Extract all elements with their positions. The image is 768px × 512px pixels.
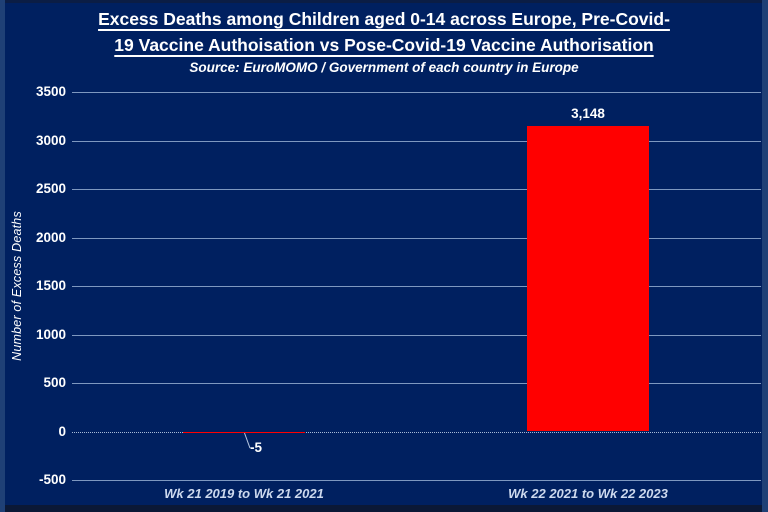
gridline-3000 — [72, 140, 761, 142]
gridline-2500 — [72, 189, 761, 190]
x-category-label-1: Wk 21 2019 to Wk 21 2021 — [164, 486, 324, 501]
y-tick-label--500: -500 — [38, 472, 66, 487]
y-tick-label-3000: 3000 — [35, 132, 66, 148]
gridline-2000 — [72, 237, 761, 239]
chart-title-text-2: 19 Vaccine Authoisation vs Pose-Covid-19… — [114, 35, 654, 55]
chart-title-line-2: 19 Vaccine Authoisation vs Pose-Covid-19… — [0, 32, 768, 58]
y-tick-label-1000: 1000 — [35, 326, 66, 342]
y-tick-label-500: 500 — [43, 375, 66, 390]
bar-value-label-1: -5 — [250, 439, 263, 455]
y-tick-label-2500: 2500 — [35, 181, 66, 196]
x-category-label-2: Wk 22 2021 to Wk 22 2023 — [508, 486, 668, 501]
gridline-3500 — [72, 92, 761, 93]
y-tick-label-1500: 1500 — [35, 278, 66, 293]
y-tick-label-0: 0 — [58, 423, 66, 439]
chart-subtitle: Source: EuroMOMO / Government of each co… — [189, 60, 579, 75]
gridline--500 — [72, 480, 761, 481]
bar-value-label-2: 3,148 — [571, 106, 605, 122]
zero-gridline — [72, 431, 761, 433]
bar-2 — [527, 126, 649, 432]
chart-border-bottom — [0, 505, 768, 512]
gridline-1000 — [72, 334, 761, 336]
plot-area: -5 3,148 — [72, 92, 761, 481]
chart-border-left — [0, 0, 5, 512]
gridline-1500 — [72, 286, 761, 287]
gridline-500 — [72, 383, 761, 384]
y-tick-label-2000: 2000 — [35, 229, 66, 245]
y-tick-label-3500: 3500 — [35, 84, 66, 99]
chart-border-right — [762, 0, 768, 512]
chart-title-line-1: Excess Deaths among Children aged 0-14 a… — [0, 6, 768, 32]
bar-1 — [183, 431, 305, 433]
chart-border-top — [0, 0, 768, 3]
chart-title-text-1: Excess Deaths among Children aged 0-14 a… — [98, 9, 670, 29]
